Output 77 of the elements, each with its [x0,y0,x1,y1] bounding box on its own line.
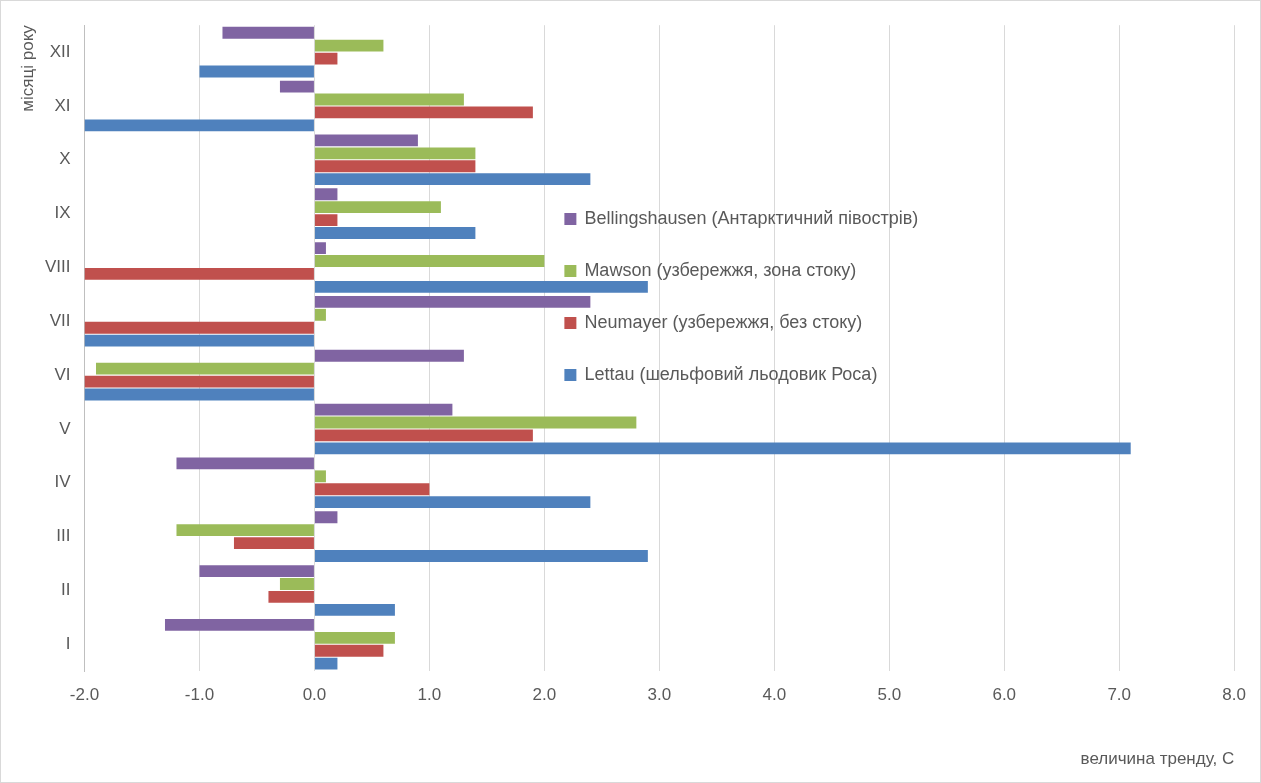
bar [176,524,314,537]
bar [199,65,314,78]
bar [314,147,476,160]
x-tick-label: 1.0 [417,685,442,705]
bar [314,173,591,186]
x-tick-label: 0.0 [302,685,327,705]
bar [84,334,314,347]
x-tick-label: 4.0 [762,685,787,705]
bar [314,93,464,106]
bar [314,214,338,227]
bar [176,457,314,470]
bar [314,106,533,119]
x-tick-label: -2.0 [69,685,100,705]
bar [84,119,314,132]
x-axis-title: величина тренду, С [1080,749,1235,769]
y-tick-label: XI [54,95,71,115]
y-tick-label: IV [54,472,72,492]
y-tick-label: VIII [44,257,71,277]
bar [268,590,314,603]
bar [314,644,384,657]
legend-label: Neumayer (узбережжя, без стоку) [584,311,863,332]
bar [314,295,591,308]
x-tick-label: 3.0 [647,685,672,705]
bar [279,80,314,93]
bar [314,483,430,496]
bar [314,39,384,52]
bar [222,26,314,39]
x-tick-label: 5.0 [877,685,902,705]
y-axis-title: місяці року [18,24,38,112]
bar [314,308,326,321]
bar [84,321,314,334]
x-tick-label: 2.0 [532,685,557,705]
bar [314,550,648,562]
bar [314,242,326,255]
y-tick-label: XII [49,41,71,61]
x-tick-label: 7.0 [1107,685,1132,705]
bar [314,349,464,362]
bar [96,362,314,375]
bar [314,188,338,201]
y-tick-label: X [59,149,71,169]
bar [164,618,314,631]
bar [314,280,648,293]
bar [84,388,314,401]
bar [314,657,338,670]
y-tick-label: VII [49,310,71,330]
bar [314,416,637,429]
bar [314,470,326,483]
bar [314,160,476,173]
y-tick-label: VI [54,364,71,384]
y-tick-label: IX [54,203,71,223]
y-tick-label: V [59,418,72,438]
legend-label: Mawson (узбережжя, зона стоку) [584,259,857,280]
bar [314,603,395,616]
bar [314,201,441,214]
bar [314,227,476,239]
bar [84,375,314,388]
bar [233,537,314,550]
bar [314,52,338,65]
x-tick-label: 6.0 [992,685,1017,705]
bar [314,403,453,416]
bar [314,496,591,509]
x-tick-label: 8.0 [1222,685,1246,705]
bar [314,134,418,147]
y-tick-label: II [61,580,71,600]
bar [314,429,533,442]
legend-label: Lettau (шельфовий льодовик Роса) [584,363,878,384]
bar [84,267,314,280]
bar [199,565,314,578]
legend-label: Bellingshausen (Антарктичний півострів) [584,207,919,228]
y-tick-label: III [56,526,71,546]
bar [279,578,314,590]
bar [314,442,1131,455]
x-tick-label: -1.0 [184,685,215,705]
bar [314,631,395,644]
y-tick-label: I [65,633,71,653]
bar [314,255,545,267]
bar [314,511,338,524]
